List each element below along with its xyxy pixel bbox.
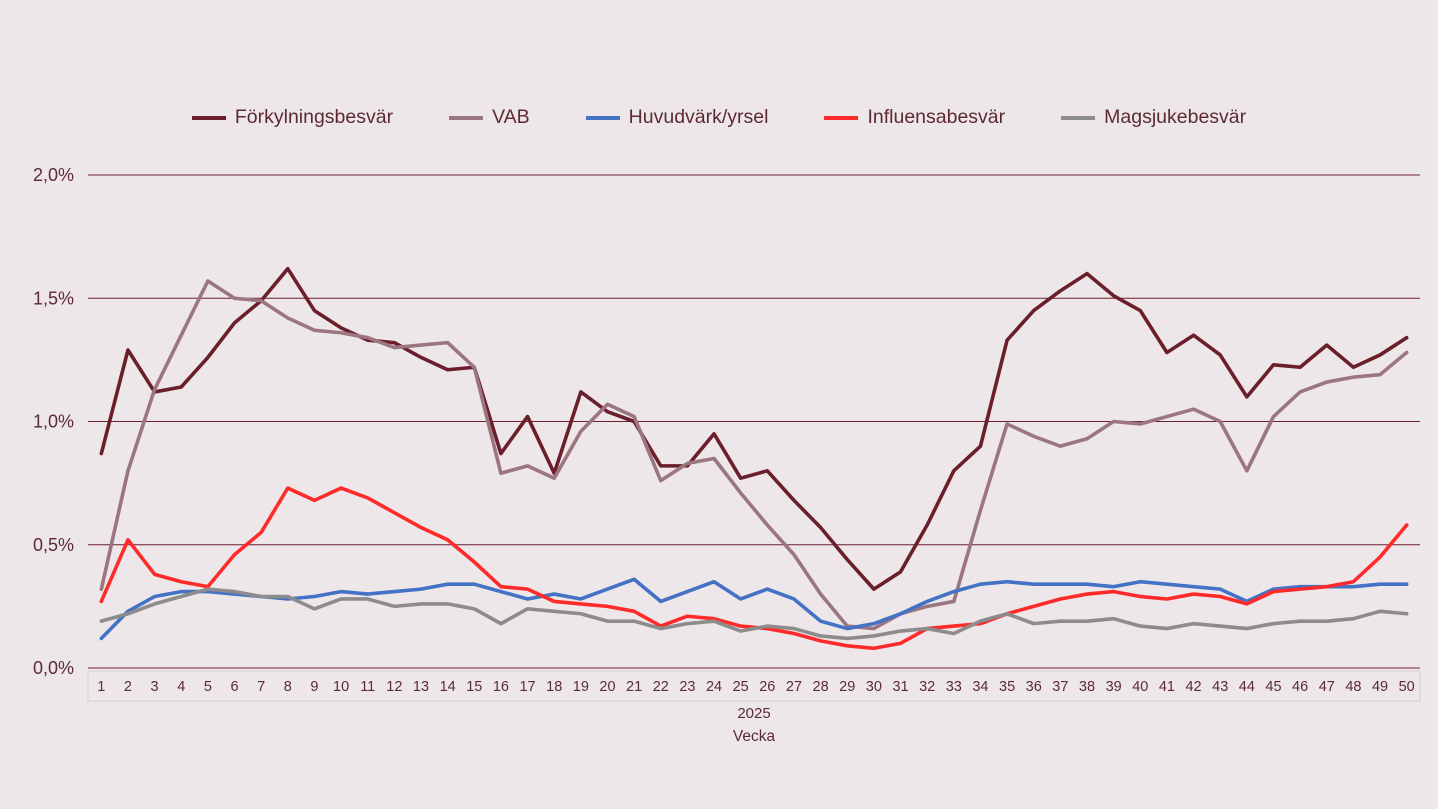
x-axis-tick-label: 24 — [706, 679, 722, 695]
x-axis-tick-label: 3 — [151, 679, 159, 695]
x-axis-tick-label: 38 — [1079, 679, 1095, 695]
x-axis-title: Vecka — [733, 728, 776, 745]
x-axis-tick-label: 28 — [813, 679, 829, 695]
x-axis-tick-label: 47 — [1319, 679, 1335, 695]
y-axis-tick-label: 1,0% — [33, 412, 74, 432]
x-axis-tick-label: 2 — [124, 679, 132, 695]
x-axis-tick-label: 9 — [310, 679, 318, 695]
x-axis-tick-labels: 1 2 3 4 5 6 7 8 9 10 11 12 13 14 15 16 17 18 19 20 21 22 23 24 2… — [97, 679, 1414, 695]
x-axis-group-label: 2025 — [737, 705, 770, 722]
x-axis-tick-label: 39 — [1106, 679, 1122, 695]
x-axis-tick-label: 18 — [546, 679, 562, 695]
x-axis-tick-label: 37 — [1052, 679, 1068, 695]
y-axis-tick-label: 1,5% — [33, 288, 74, 308]
y-axis-tick-label: 2,0% — [33, 165, 74, 185]
series-line-huvudv-rk-yrsel — [99, 577, 1409, 641]
x-axis-tick-label: 46 — [1292, 679, 1308, 695]
x-axis-tick-label: 42 — [1185, 679, 1201, 695]
x-axis-tick-label: 48 — [1345, 679, 1361, 695]
y-axis-tick-label: 0,5% — [33, 535, 74, 555]
x-axis-tick-label: 10 — [333, 679, 349, 695]
x-axis-tick-label: 30 — [866, 679, 882, 695]
x-axis-tick-label: 27 — [786, 679, 802, 695]
x-axis-tick-label: 4 — [177, 679, 185, 695]
category-axis-box — [87, 670, 1421, 702]
x-axis-tick-label: 43 — [1212, 679, 1228, 695]
x-axis-tick-label: 16 — [493, 679, 509, 695]
series-lines — [99, 266, 1409, 651]
x-axis-tick-label: 20 — [599, 679, 615, 695]
category-axis-box — [87, 670, 1421, 702]
x-axis-tick-label: 5 — [204, 679, 212, 695]
series-line-magsjukebesv-r — [99, 587, 1409, 641]
x-axis-tick-label: 13 — [413, 679, 429, 695]
x-axis-tick-label: 32 — [919, 679, 935, 695]
x-axis-tick-label: 49 — [1372, 679, 1388, 695]
x-axis-tick-label: 21 — [626, 679, 642, 695]
x-axis-tick-label: 17 — [519, 679, 535, 695]
x-axis-tick-label: 8 — [284, 679, 292, 695]
x-axis-tick-label: 33 — [946, 679, 962, 695]
x-axis-tick-label: 12 — [386, 679, 402, 695]
gridlines — [88, 174, 1420, 669]
x-axis-tick-label: 41 — [1159, 679, 1175, 695]
x-axis-tick-label: 19 — [573, 679, 589, 695]
x-axis-tick-label: 34 — [972, 679, 988, 695]
x-axis-tick-label: 22 — [653, 679, 669, 695]
x-axis-tick-label: 40 — [1132, 679, 1148, 695]
series-line-vab — [99, 279, 1409, 631]
x-axis-tick-label: 44 — [1239, 679, 1255, 695]
x-axis-tick-label: 29 — [839, 679, 855, 695]
x-axis-tick-label: 36 — [1026, 679, 1042, 695]
x-axis-tick-label: 14 — [440, 679, 456, 695]
x-axis-tick-label: 15 — [466, 679, 482, 695]
x-axis-tick-label: 1 — [97, 679, 105, 695]
x-axis-tick-label: 23 — [679, 679, 695, 695]
x-axis-tick-label: 26 — [759, 679, 775, 695]
y-axis-tick-label: 0,0% — [33, 658, 74, 678]
x-axis-tick-label: 50 — [1399, 679, 1415, 695]
y-axis-tick-labels: 0,0% 0,5% 1,0% 1,5% 2,0% — [33, 165, 74, 678]
x-axis-tick-label: 45 — [1265, 679, 1281, 695]
x-axis-tick-label: 31 — [892, 679, 908, 695]
x-axis-tick-label: 6 — [230, 679, 238, 695]
x-axis-tick-label: 11 — [360, 679, 375, 695]
x-axis-tick-label: 35 — [999, 679, 1015, 695]
series-line-f-rkylningsbesv-r — [99, 266, 1409, 591]
x-axis-tick-label: 25 — [733, 679, 749, 695]
x-axis-tick-label: 7 — [257, 679, 265, 695]
